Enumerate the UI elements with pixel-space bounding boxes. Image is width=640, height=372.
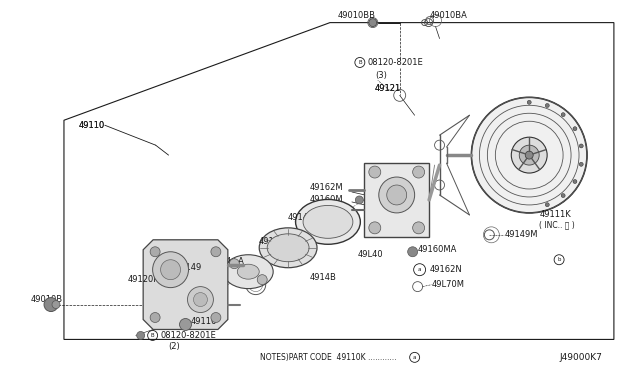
Circle shape xyxy=(413,166,424,178)
Circle shape xyxy=(369,19,377,26)
Circle shape xyxy=(579,162,583,166)
Text: 4914B: 4914B xyxy=(258,237,285,246)
Circle shape xyxy=(545,103,549,108)
Text: 49L70M: 49L70M xyxy=(431,280,465,289)
Circle shape xyxy=(229,259,239,269)
Text: 49116: 49116 xyxy=(191,317,217,326)
Circle shape xyxy=(379,177,415,213)
Circle shape xyxy=(573,180,577,183)
Text: 08120-8201E: 08120-8201E xyxy=(161,331,216,340)
Circle shape xyxy=(211,247,221,257)
Circle shape xyxy=(44,298,58,311)
Circle shape xyxy=(180,318,191,330)
Text: 49144: 49144 xyxy=(288,214,314,222)
Circle shape xyxy=(519,145,539,165)
Text: B: B xyxy=(151,333,154,338)
Text: 49L40: 49L40 xyxy=(358,250,383,259)
Circle shape xyxy=(369,166,381,178)
Circle shape xyxy=(188,286,213,312)
Text: b: b xyxy=(557,257,561,262)
Circle shape xyxy=(152,252,189,288)
Text: J49000K7: J49000K7 xyxy=(559,353,602,362)
Circle shape xyxy=(561,113,565,117)
Circle shape xyxy=(355,196,364,204)
Circle shape xyxy=(52,301,60,308)
Text: 49162N: 49162N xyxy=(429,265,462,274)
Ellipse shape xyxy=(259,228,317,268)
Circle shape xyxy=(561,193,565,198)
Ellipse shape xyxy=(237,264,259,279)
Circle shape xyxy=(150,247,160,257)
Circle shape xyxy=(387,185,406,205)
Circle shape xyxy=(527,100,531,104)
Circle shape xyxy=(511,137,547,173)
Circle shape xyxy=(161,260,180,280)
Circle shape xyxy=(408,247,418,257)
Text: ( INC.. Ⓑ ): ( INC.. Ⓑ ) xyxy=(539,220,575,230)
Circle shape xyxy=(413,222,424,234)
Text: 49160M: 49160M xyxy=(310,195,344,205)
Text: 49162M: 49162M xyxy=(310,183,344,192)
Circle shape xyxy=(472,97,587,213)
Text: 49111K: 49111K xyxy=(539,211,571,219)
Text: 49010BB: 49010BB xyxy=(338,11,376,20)
Text: 49149M: 49149M xyxy=(504,230,538,239)
Text: 49121: 49121 xyxy=(375,84,401,93)
Ellipse shape xyxy=(303,205,353,238)
Text: 49110: 49110 xyxy=(79,121,105,130)
Circle shape xyxy=(545,203,549,207)
Text: 49121: 49121 xyxy=(375,84,401,93)
Text: 49110: 49110 xyxy=(79,121,105,130)
Text: (2): (2) xyxy=(168,342,180,351)
Circle shape xyxy=(211,312,221,323)
Circle shape xyxy=(573,127,577,131)
Ellipse shape xyxy=(296,199,360,244)
Text: (3): (3) xyxy=(375,71,387,80)
Polygon shape xyxy=(143,240,228,330)
FancyBboxPatch shape xyxy=(364,163,429,237)
Text: 49160MA: 49160MA xyxy=(418,245,457,254)
Text: 49144+A: 49144+A xyxy=(205,257,244,266)
Circle shape xyxy=(525,151,533,159)
Text: 49010BA: 49010BA xyxy=(429,11,467,20)
Text: B: B xyxy=(358,60,362,65)
Text: 49149: 49149 xyxy=(175,263,202,272)
Text: a: a xyxy=(413,355,417,360)
Ellipse shape xyxy=(267,234,309,262)
Text: NOTES)PART CODE  49110K ............: NOTES)PART CODE 49110K ............ xyxy=(260,353,397,362)
Circle shape xyxy=(193,293,207,307)
Circle shape xyxy=(257,275,267,285)
Text: 08120-8201E: 08120-8201E xyxy=(368,58,424,67)
Text: 4914B: 4914B xyxy=(310,273,337,282)
Circle shape xyxy=(137,331,145,339)
Circle shape xyxy=(369,222,381,234)
Ellipse shape xyxy=(223,255,273,289)
Text: 49120M: 49120M xyxy=(128,275,161,284)
Text: a: a xyxy=(418,267,421,272)
Circle shape xyxy=(579,144,583,148)
Text: 49010B: 49010B xyxy=(31,295,63,304)
Circle shape xyxy=(150,312,160,323)
Text: b: b xyxy=(336,208,340,212)
